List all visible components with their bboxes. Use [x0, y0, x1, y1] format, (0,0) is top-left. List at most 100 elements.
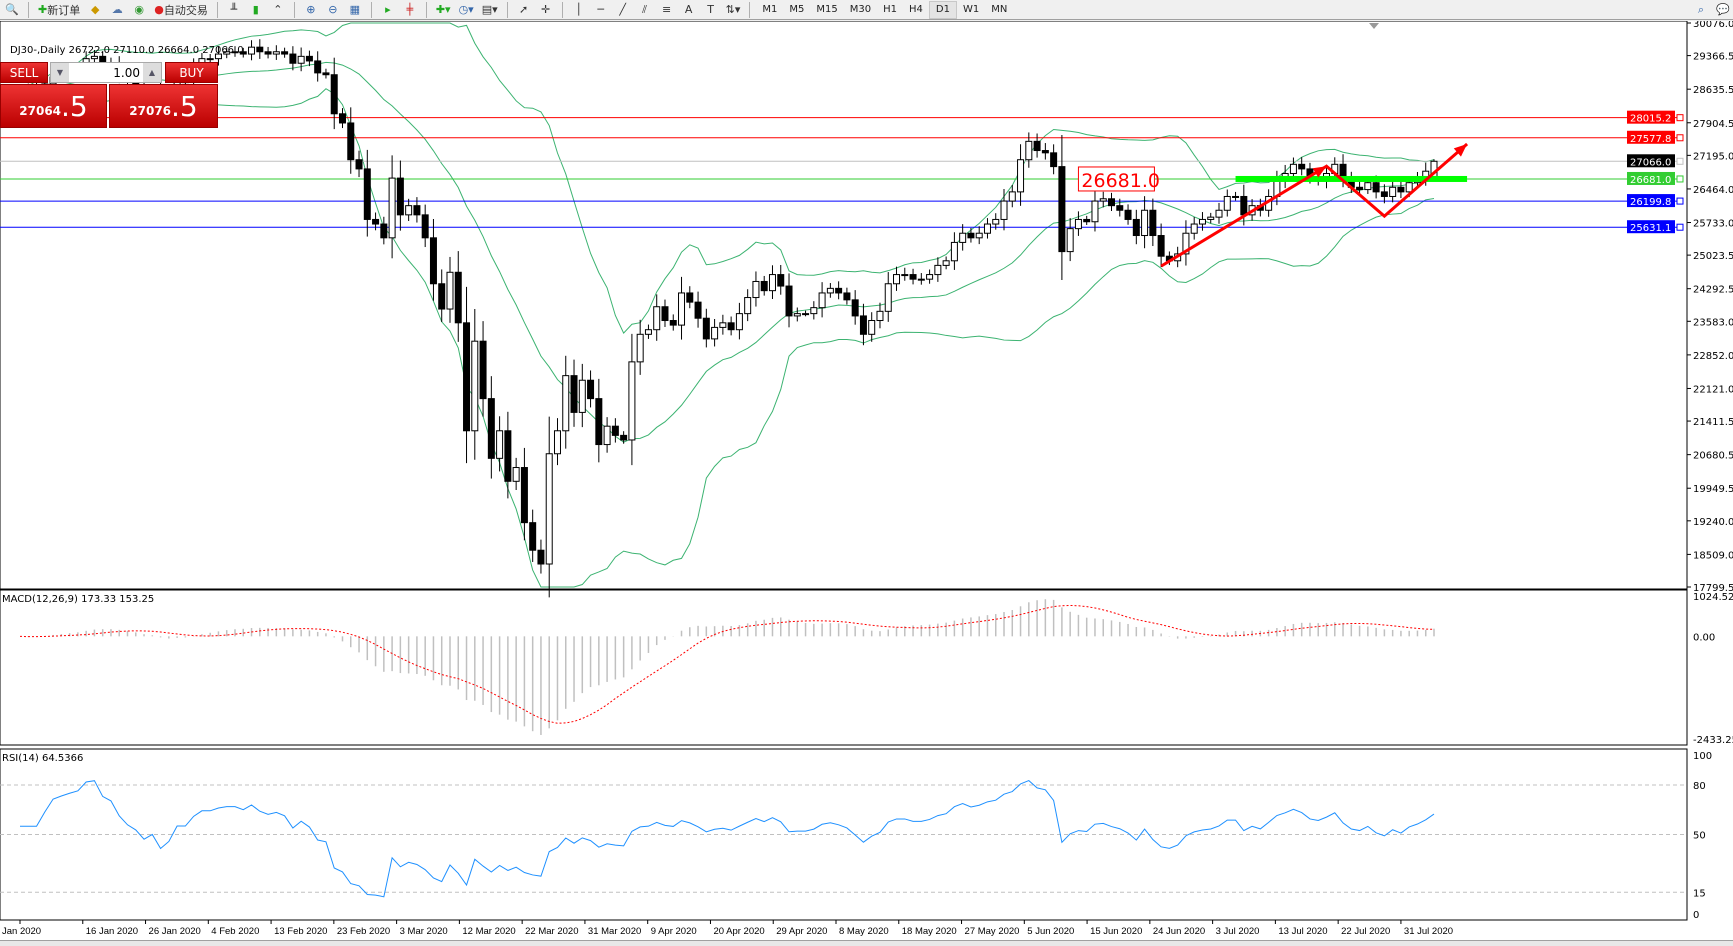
timeframe-w1[interactable]: W1 — [962, 4, 980, 15]
date-label: 12 Mar 2020 — [462, 926, 515, 937]
price-label-box[interactable] — [1077, 166, 1155, 192]
date-label: 29 Apr 2020 — [776, 926, 827, 937]
zoom-out-icon[interactable]: ⊖ — [328, 3, 338, 16]
candle — [429, 218, 437, 301]
indicators-icon[interactable]: ✚▾ — [435, 3, 451, 16]
candle-body — [859, 315, 867, 335]
candle — [1116, 198, 1124, 217]
price-tick-label: 22852.0 — [1693, 351, 1733, 362]
lot-size-stepper[interactable]: ▼ ▲ — [50, 62, 162, 83]
chart-shift-icon[interactable]: ╪ — [406, 3, 414, 16]
templates-icon[interactable]: ▤▾ — [481, 3, 498, 16]
decrease-lot-button[interactable]: ▼ — [51, 63, 69, 82]
level-price-label: 26681.0 — [1630, 175, 1671, 186]
chart-canvas[interactable]: 30076.0 29366.5 28635.5 27904.5 27195.0 26464… — [0, 19, 1733, 940]
search-icon[interactable]: ⌕ — [1697, 2, 1705, 16]
new-order-button[interactable]: ✚ 新订单 — [35, 1, 83, 19]
arrows-icon[interactable]: ⇅▾ — [725, 3, 741, 16]
buy-price[interactable]: 27076.5 — [109, 84, 218, 128]
buy-price-fraction: .5 — [171, 89, 198, 123]
channel-icon[interactable]: ⫽ — [642, 2, 648, 16]
candle-body — [909, 274, 917, 280]
cursor-icon[interactable]: ➚ — [519, 3, 529, 16]
print-preview-icon[interactable]: 🔍 — [5, 3, 19, 16]
chat-icon[interactable]: 💬 — [1716, 3, 1730, 16]
auto-scroll-icon[interactable]: ▸ — [385, 3, 391, 16]
line-chart-icon[interactable]: ⌃ — [273, 3, 283, 16]
trend-arrow-path[interactable] — [1160, 142, 1469, 268]
candle-body — [603, 425, 611, 446]
level-handle[interactable] — [1676, 223, 1684, 231]
cloud-icon[interactable]: ☁ — [111, 3, 123, 16]
price-tick-label: 24292.5 — [1693, 285, 1733, 296]
candle — [702, 308, 710, 348]
timeframe-m15[interactable]: M15 — [816, 4, 838, 15]
increase-lot-button[interactable]: ▲ — [143, 63, 161, 82]
date-label: 9 Apr 2020 — [651, 926, 697, 937]
crosshair-icon[interactable]: ✛ — [541, 3, 551, 16]
candle — [553, 418, 561, 466]
timeframe-d1[interactable]: D1 — [928, 0, 957, 19]
candle — [983, 218, 991, 239]
candle-body — [388, 177, 396, 239]
separator — [216, 1, 218, 18]
bar-chart-icon[interactable]: ╨ — [230, 3, 238, 16]
timeframe-m1[interactable]: M1 — [762, 4, 778, 15]
horizontal-line-icon[interactable]: ─ — [597, 3, 604, 16]
lot-size-input[interactable] — [69, 65, 143, 80]
candle-body — [545, 453, 553, 565]
candle — [611, 418, 619, 443]
level-handle[interactable] — [1676, 114, 1684, 122]
level-handle[interactable] — [1676, 197, 1684, 205]
candle — [1041, 143, 1049, 160]
macd-pane-frame — [0, 589, 1688, 746]
candle — [223, 47, 231, 59]
vertical-line-icon[interactable]: │ — [575, 3, 582, 16]
text-label-icon[interactable]: T — [707, 3, 714, 16]
candle-body — [785, 285, 793, 317]
chart-shift-marker-icon[interactable] — [1369, 23, 1379, 29]
timeframe-h1[interactable]: H1 — [883, 4, 897, 15]
zoom-in-icon[interactable]: ⊕ — [306, 3, 316, 16]
candle — [355, 150, 363, 178]
tile-windows-icon[interactable]: ▦ — [349, 3, 361, 16]
level-price-tag — [1627, 220, 1675, 234]
candle-body — [239, 51, 247, 55]
candle — [545, 416, 553, 598]
trendline-icon[interactable]: ╱ — [619, 3, 626, 16]
level-handle[interactable] — [1676, 157, 1684, 165]
candle-body — [1190, 223, 1198, 234]
level-handle[interactable] — [1676, 175, 1684, 183]
chart-window[interactable]: 30076.0 29366.5 28635.5 27904.5 27195.0 26464… — [0, 19, 1733, 940]
market-watch-icon[interactable]: ◆ — [90, 3, 100, 16]
candle-body — [793, 313, 801, 317]
signal-icon[interactable]: ◉ — [134, 3, 145, 16]
auto-trading-button[interactable]: ● 自动交易 — [151, 1, 211, 19]
macd-title: MACD(12,26,9) 173.33 153.25 — [2, 594, 154, 605]
date-label: 20 Apr 2020 — [713, 926, 764, 937]
timeframe-mn[interactable]: MN — [991, 4, 1008, 15]
support-zone-line[interactable] — [1235, 175, 1468, 182]
periods-icon[interactable]: ◷▾ — [458, 3, 474, 16]
level-price-tag — [1627, 154, 1675, 168]
candle-body — [322, 72, 330, 76]
fibonacci-icon[interactable]: ≡ — [662, 3, 672, 16]
buy-button[interactable]: BUY — [165, 62, 218, 83]
sell-price[interactable]: 27064.5 — [0, 84, 107, 128]
timeframe-m30[interactable]: M30 — [849, 4, 872, 15]
candle — [587, 370, 595, 408]
timeframe-h4[interactable]: H4 — [908, 4, 923, 15]
chart-tabs-bar[interactable] — [0, 940, 1733, 946]
candle — [884, 272, 892, 322]
candle — [1091, 190, 1099, 232]
candle-body — [686, 292, 694, 303]
candle-body — [1050, 152, 1058, 168]
text-icon[interactable]: A — [684, 3, 693, 16]
timeframe-m5[interactable]: M5 — [789, 4, 805, 15]
level-handle[interactable] — [1676, 134, 1684, 142]
candle — [818, 282, 826, 318]
candle-body — [917, 278, 925, 281]
sell-button[interactable]: SELL — [0, 62, 48, 83]
candlestick-icon[interactable]: ▮ — [252, 3, 259, 16]
candle-body — [380, 223, 388, 239]
